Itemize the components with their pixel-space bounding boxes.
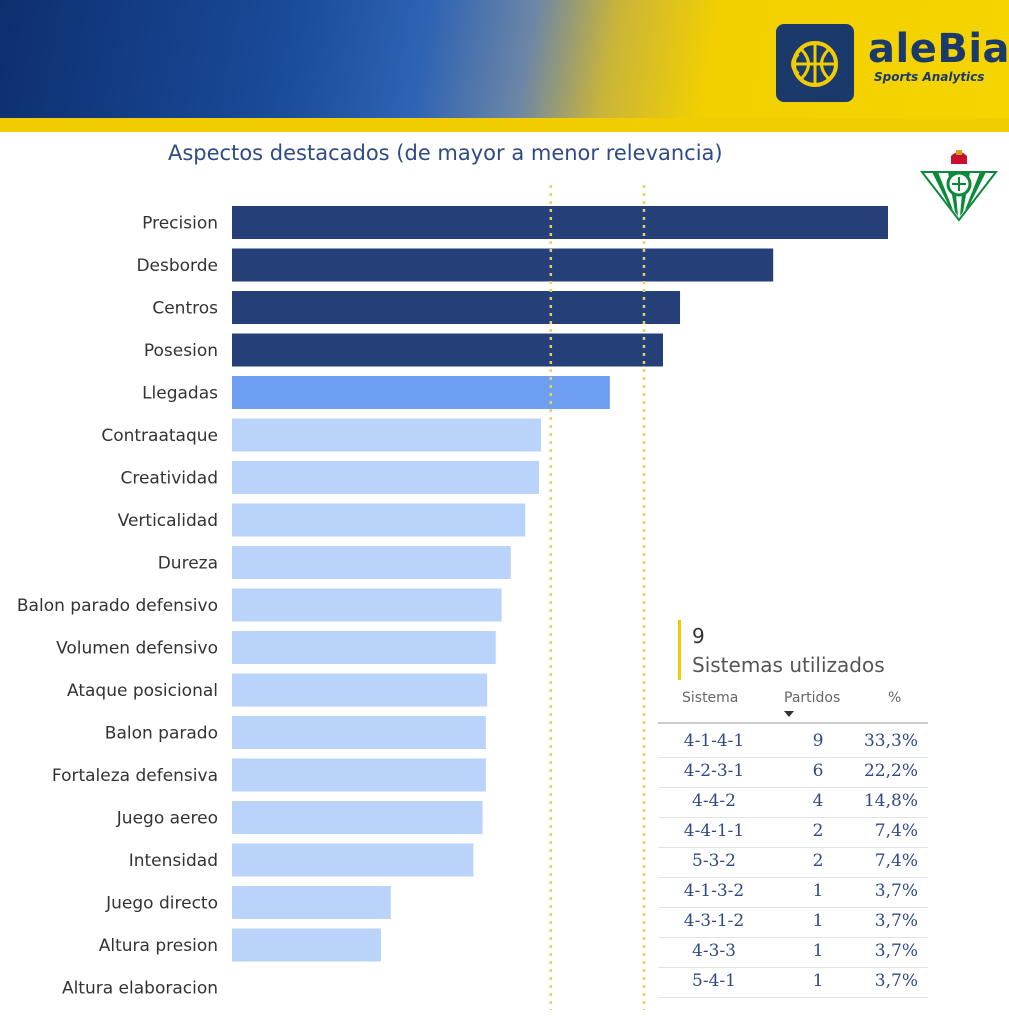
table-row[interactable]: 4-4-2 4 14,8% — [658, 787, 928, 818]
cell-sistema: 4-4-2 — [692, 791, 736, 811]
bar-chart: Precision Desborde Centros Posesion Llegadas… — [17, 185, 888, 1010]
col-header-sistema[interactable]: Sistema — [682, 690, 739, 706]
col-header-pct[interactable]: % — [888, 690, 902, 706]
cell-pct: 3,7% — [874, 941, 918, 961]
cell-sistema: 4-4-1-1 — [683, 821, 745, 841]
cell-pct: 3,7% — [874, 911, 918, 931]
bar[interactable] — [232, 631, 496, 664]
cell-sistema: 4-3-1-2 — [683, 911, 745, 931]
cell-pct: 3,7% — [874, 881, 918, 901]
table-row[interactable]: 4-1-4-1 9 33,3% — [658, 727, 928, 758]
category-label: Verticalidad — [118, 511, 218, 531]
bar[interactable] — [232, 461, 540, 494]
sort-desc-icon[interactable] — [784, 711, 794, 717]
cell-partidos: 2 — [812, 821, 824, 841]
table-row[interactable]: 4-4-1-1 2 7,4% — [658, 817, 928, 848]
category-label: Juego aereo — [116, 809, 218, 829]
header-stripe — [0, 118, 1009, 132]
cell-sistema: 4-2-3-1 — [683, 761, 745, 781]
cell-partidos: 6 — [812, 761, 824, 781]
kpi-value: 9 — [692, 624, 705, 648]
chart-title: Aspectos destacados (de mayor a menor re… — [168, 141, 723, 165]
brand-tagline: Sports Analytics — [874, 70, 985, 84]
cell-sistema: 4-1-3-2 — [683, 881, 745, 901]
category-label: Fortaleza defensiva — [52, 766, 218, 786]
cell-partidos: 1 — [812, 881, 824, 901]
category-label: Dureza — [158, 554, 218, 574]
bar[interactable] — [232, 928, 381, 962]
cell-pct: 33,3% — [863, 731, 918, 751]
bar[interactable] — [232, 843, 474, 877]
category-label: Juego directo — [105, 894, 218, 914]
category-label: Ataque posicional — [67, 681, 218, 701]
category-label: Precision — [142, 214, 218, 234]
table-row[interactable]: 5-4-1 1 3,7% — [658, 967, 928, 998]
category-label: Intensidad — [129, 851, 218, 871]
bar[interactable] — [232, 716, 486, 749]
header-banner — [0, 0, 1009, 132]
cell-partidos: 2 — [812, 851, 824, 871]
category-label: Altura elaboracion — [62, 979, 218, 999]
cell-sistema: 4-1-4-1 — [683, 731, 745, 751]
table-row[interactable]: 4-3-1-2 1 3,7% — [658, 907, 928, 938]
category-label: Altura presion — [99, 936, 218, 956]
bar[interactable] — [232, 546, 511, 579]
category-label: Balon parado — [105, 724, 218, 744]
systems-panel — [658, 608, 928, 1008]
cell-pct: 7,4% — [874, 851, 918, 871]
table-row[interactable]: 4-2-3-1 6 22,2% — [658, 757, 928, 788]
bar[interactable] — [232, 588, 502, 622]
table-header-divider — [658, 722, 928, 724]
cell-pct: 22,2% — [863, 761, 918, 781]
cell-partidos: 1 — [812, 941, 824, 961]
cell-partidos: 4 — [812, 791, 824, 811]
bar[interactable] — [232, 503, 526, 537]
cell-sistema: 4-3-3 — [692, 941, 736, 961]
table-row[interactable]: 4-1-3-2 1 3,7% — [658, 877, 928, 908]
bar[interactable] — [232, 206, 888, 239]
kpi-accent — [678, 620, 681, 680]
bar[interactable] — [232, 418, 541, 452]
col-header-partidos[interactable]: Partidos — [784, 690, 841, 706]
category-label: Balon parado defensivo — [17, 596, 218, 616]
category-label: Llegadas — [142, 384, 218, 404]
alebia-logo-icon — [776, 24, 854, 102]
cell-pct: 14,8% — [863, 791, 918, 811]
cell-pct: 3,7% — [874, 971, 918, 991]
cell-sistema: 5-3-2 — [692, 851, 736, 871]
bar[interactable] — [232, 291, 681, 324]
category-label: Posesion — [144, 341, 218, 361]
category-label: Creatividad — [120, 469, 218, 489]
category-label: Volumen defensivo — [56, 639, 218, 659]
cell-partidos: 9 — [812, 731, 824, 751]
table-row[interactable]: 4-3-3 1 3,7% — [658, 937, 928, 968]
table-row[interactable]: 5-3-2 2 7,4% — [658, 847, 928, 878]
real-betis-crest-icon — [918, 150, 1000, 224]
kpi-label: Sistemas utilizados — [692, 653, 885, 677]
cell-partidos: 1 — [812, 971, 824, 991]
category-label: Contraataque — [101, 426, 218, 446]
bar[interactable] — [232, 801, 483, 834]
bar[interactable] — [232, 886, 391, 919]
bar[interactable] — [232, 248, 774, 282]
bar[interactable] — [232, 673, 488, 707]
category-label: Centros — [152, 299, 218, 319]
cell-partidos: 1 — [812, 911, 824, 931]
brand-name: aleBia — [868, 26, 1009, 72]
category-label: Desborde — [136, 256, 218, 276]
cell-pct: 7,4% — [874, 821, 918, 841]
bar[interactable] — [232, 376, 610, 409]
bar[interactable] — [232, 333, 663, 367]
cell-sistema: 5-4-1 — [692, 971, 736, 991]
bar[interactable] — [232, 758, 486, 792]
